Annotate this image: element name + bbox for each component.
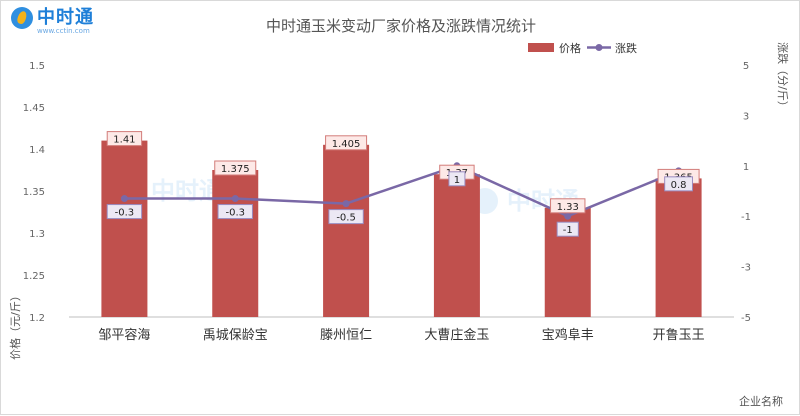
bar-value-label: 1.41 <box>113 135 135 146</box>
y-left-axis-title: 价格（元/斤） <box>8 290 22 360</box>
change-value-label-box <box>217 204 253 220</box>
legend-swatch-line-marker <box>595 44 603 51</box>
change-value-label-box <box>556 221 579 237</box>
y-left-tick-label: 1.5 <box>29 61 45 72</box>
y-left-tick-label: 1.45 <box>23 103 45 114</box>
legend-label-bar: 价格 <box>559 41 581 55</box>
x-category-label: 滕州恒仁 <box>320 328 372 343</box>
bar <box>433 174 480 317</box>
brand-icon <box>11 7 33 29</box>
legend-swatch-bar <box>528 43 554 52</box>
change-line <box>124 164 680 218</box>
legend: 价格 涨跌 <box>528 41 637 55</box>
brand-url: www.cctin.com <box>37 27 90 35</box>
bar-value-label-box <box>214 160 257 176</box>
x-category-label: 大曹庄金玉 <box>424 327 489 343</box>
change-value-label: -1 <box>563 225 573 236</box>
svg-text:中时通: 中时通 <box>151 177 223 205</box>
y-right-tick-label: -3 <box>741 263 751 274</box>
change-value-label-box <box>106 204 143 220</box>
change-point <box>342 200 350 208</box>
y-right-tick-label: 1 <box>743 162 749 173</box>
x-category-label: 邹平容海 <box>98 327 150 343</box>
bar <box>655 178 702 317</box>
x-category-label: 开鲁玉王 <box>653 328 705 343</box>
y-right-tick-label: -5 <box>741 313 751 324</box>
bar <box>323 144 370 317</box>
legend-label-line: 涨跌 <box>615 41 637 55</box>
bar-value-label: 1.375 <box>221 164 250 175</box>
x-axis-title: 企业名称 <box>739 394 783 408</box>
y-right-tick-label: 5 <box>743 61 749 72</box>
y-left-tick-label: 1.35 <box>23 187 45 198</box>
change-value-label: 1 <box>454 175 460 186</box>
change-point <box>120 195 128 203</box>
change-point <box>231 195 239 203</box>
change-value-label: -0.5 <box>336 213 356 224</box>
chart-title: 中时通玉米变动厂家价格及涨跌情况统计 <box>265 17 536 35</box>
bar-value-label-box <box>550 198 586 214</box>
bar-value-label-box <box>325 135 368 151</box>
bar-value-label-box <box>106 131 143 147</box>
change-value-label-box <box>448 171 466 187</box>
y-left-tick-label: 1.3 <box>29 229 45 240</box>
bar <box>212 170 259 317</box>
x-category-label: 宝鸡阜丰 <box>542 327 594 343</box>
bar-value-label: 1.33 <box>557 202 579 213</box>
change-value-label: -0.3 <box>115 208 135 219</box>
y-left-tick-label: 1.4 <box>29 145 45 156</box>
brand-logo: 中时通 <box>11 7 94 29</box>
change-value-label-box <box>664 176 693 192</box>
y-left-tick-label: 1.25 <box>23 271 45 282</box>
bar-value-label: 1.405 <box>332 139 361 150</box>
y-right-tick-label: 3 <box>743 111 749 122</box>
bar <box>101 140 148 317</box>
change-value-label: -0.3 <box>225 208 245 219</box>
x-category-label: 禹城保龄宝 <box>203 328 268 343</box>
change-value-label: 0.8 <box>671 180 687 191</box>
change-value-label-box <box>328 209 364 225</box>
brand-name: 中时通 <box>37 7 94 28</box>
change-point <box>564 212 572 220</box>
y-right-tick-label: -1 <box>741 212 751 223</box>
y-left-tick-label: 1.2 <box>29 313 45 324</box>
y-right-axis-title: 涨跌（分/斤） <box>776 42 790 112</box>
